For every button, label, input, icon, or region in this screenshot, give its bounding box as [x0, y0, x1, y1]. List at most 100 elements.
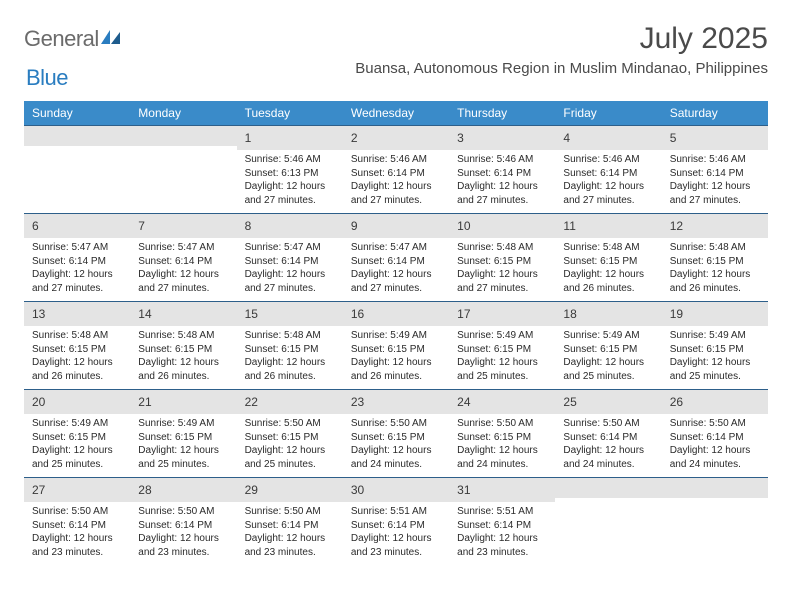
sunrise-text: Sunrise: 5:49 AM [138, 417, 228, 431]
sunrise-text: Sunrise: 5:50 AM [670, 417, 760, 431]
day-details: Sunrise: 5:50 AMSunset: 6:15 PMDaylight:… [449, 414, 555, 477]
day-cell: 24Sunrise: 5:50 AMSunset: 6:15 PMDayligh… [449, 390, 555, 477]
daylight-text: Daylight: 12 hours and 25 minutes. [670, 356, 760, 383]
calendar-page: General July 2025 Buansa, Autonomous Reg… [0, 0, 792, 565]
day-details: Sunrise: 5:47 AMSunset: 6:14 PMDaylight:… [343, 238, 449, 301]
week-row: 27Sunrise: 5:50 AMSunset: 6:14 PMDayligh… [24, 477, 768, 565]
day-number-row: 25 [555, 390, 661, 414]
day-number-row: 18 [555, 302, 661, 326]
day-cell: 21Sunrise: 5:49 AMSunset: 6:15 PMDayligh… [130, 390, 236, 477]
day-details: Sunrise: 5:49 AMSunset: 6:15 PMDaylight:… [130, 414, 236, 477]
sunset-text: Sunset: 6:14 PM [245, 255, 335, 269]
daylight-text: Daylight: 12 hours and 27 minutes. [457, 268, 547, 295]
sunrise-text: Sunrise: 5:49 AM [457, 329, 547, 343]
day-details: Sunrise: 5:50 AMSunset: 6:14 PMDaylight:… [130, 502, 236, 565]
day-cell: 27Sunrise: 5:50 AMSunset: 6:14 PMDayligh… [24, 478, 130, 565]
daylight-text: Daylight: 12 hours and 26 minutes. [245, 356, 335, 383]
day-cell: 28Sunrise: 5:50 AMSunset: 6:14 PMDayligh… [130, 478, 236, 565]
brand-logo: General [24, 22, 123, 52]
daylight-text: Daylight: 12 hours and 24 minutes. [457, 444, 547, 471]
brand-word-2: Blue [26, 65, 68, 91]
day-number: 23 [351, 395, 364, 409]
day-cell: 6Sunrise: 5:47 AMSunset: 6:14 PMDaylight… [24, 214, 130, 301]
day-details: Sunrise: 5:47 AMSunset: 6:14 PMDaylight:… [130, 238, 236, 301]
daylight-text: Daylight: 12 hours and 26 minutes. [138, 356, 228, 383]
day-details: Sunrise: 5:50 AMSunset: 6:14 PMDaylight:… [24, 502, 130, 565]
day-details: Sunrise: 5:49 AMSunset: 6:15 PMDaylight:… [662, 326, 768, 389]
daylight-text: Daylight: 12 hours and 27 minutes. [670, 180, 760, 207]
day-details: Sunrise: 5:46 AMSunset: 6:14 PMDaylight:… [555, 150, 661, 213]
day-number: 19 [670, 307, 683, 321]
sunset-text: Sunset: 6:14 PM [670, 167, 760, 181]
day-number: 4 [563, 131, 570, 145]
sunrise-text: Sunrise: 5:46 AM [563, 153, 653, 167]
sunset-text: Sunset: 6:15 PM [563, 343, 653, 357]
day-number-row [130, 126, 236, 146]
sunrise-text: Sunrise: 5:49 AM [351, 329, 441, 343]
day-number-row: 13 [24, 302, 130, 326]
day-number-row [555, 478, 661, 498]
day-cell: 5Sunrise: 5:46 AMSunset: 6:14 PMDaylight… [662, 126, 768, 213]
daylight-text: Daylight: 12 hours and 25 minutes. [138, 444, 228, 471]
day-details: Sunrise: 5:46 AMSunset: 6:14 PMDaylight:… [662, 150, 768, 213]
sunset-text: Sunset: 6:15 PM [32, 343, 122, 357]
day-number: 12 [670, 219, 683, 233]
weekday-header: Wednesday [343, 101, 449, 125]
sunrise-text: Sunrise: 5:50 AM [32, 505, 122, 519]
day-number-row: 15 [237, 302, 343, 326]
sunrise-text: Sunrise: 5:50 AM [563, 417, 653, 431]
day-cell: 15Sunrise: 5:48 AMSunset: 6:15 PMDayligh… [237, 302, 343, 389]
sunrise-text: Sunrise: 5:48 AM [245, 329, 335, 343]
weeks-container: 1Sunrise: 5:46 AMSunset: 6:13 PMDaylight… [24, 125, 768, 565]
daylight-text: Daylight: 12 hours and 27 minutes. [245, 268, 335, 295]
sunset-text: Sunset: 6:15 PM [457, 343, 547, 357]
day-details: Sunrise: 5:49 AMSunset: 6:15 PMDaylight:… [449, 326, 555, 389]
day-number-row: 23 [343, 390, 449, 414]
day-number: 13 [32, 307, 45, 321]
sunset-text: Sunset: 6:15 PM [351, 343, 441, 357]
sunset-text: Sunset: 6:15 PM [32, 431, 122, 445]
daylight-text: Daylight: 12 hours and 24 minutes. [351, 444, 441, 471]
sunrise-text: Sunrise: 5:47 AM [351, 241, 441, 255]
sunset-text: Sunset: 6:14 PM [245, 519, 335, 533]
weekday-header: Saturday [662, 101, 768, 125]
day-number: 20 [32, 395, 45, 409]
day-cell: 23Sunrise: 5:50 AMSunset: 6:15 PMDayligh… [343, 390, 449, 477]
week-row: 13Sunrise: 5:48 AMSunset: 6:15 PMDayligh… [24, 301, 768, 389]
sunset-text: Sunset: 6:14 PM [563, 431, 653, 445]
daylight-text: Daylight: 12 hours and 24 minutes. [670, 444, 760, 471]
sunrise-text: Sunrise: 5:46 AM [457, 153, 547, 167]
day-number-row: 8 [237, 214, 343, 238]
day-number-row: 6 [24, 214, 130, 238]
sunset-text: Sunset: 6:15 PM [245, 431, 335, 445]
calendar-grid: SundayMondayTuesdayWednesdayThursdayFrid… [24, 101, 768, 565]
day-cell: 19 Sunrise: 5:49 AMSunset: 6:15 PMDayligh… [662, 302, 768, 389]
day-cell: 16Sunrise: 5:49 AMSunset: 6:15 PMDayligh… [343, 302, 449, 389]
daylight-text: Daylight: 12 hours and 23 minutes. [32, 532, 122, 559]
day-cell: 2Sunrise: 5:46 AMSunset: 6:14 PMDaylight… [343, 126, 449, 213]
day-cell: 10Sunrise: 5:48 AMSunset: 6:15 PMDayligh… [449, 214, 555, 301]
sunrise-text: Sunrise: 5:49 AM [563, 329, 653, 343]
day-number: 10 [457, 219, 470, 233]
day-cell: 30Sunrise: 5:51 AMSunset: 6:14 PMDayligh… [343, 478, 449, 565]
day-number-row: 29 [237, 478, 343, 502]
sunset-text: Sunset: 6:14 PM [457, 519, 547, 533]
weekday-header: Tuesday [237, 101, 343, 125]
daylight-text: Daylight: 12 hours and 26 minutes. [563, 268, 653, 295]
day-cell: 7Sunrise: 5:47 AMSunset: 6:14 PMDaylight… [130, 214, 236, 301]
sunset-text: Sunset: 6:15 PM [670, 255, 760, 269]
day-number-row: 16 [343, 302, 449, 326]
daylight-text: Daylight: 12 hours and 27 minutes. [32, 268, 122, 295]
day-details: Sunrise: 5:49 AMSunset: 6:15 PMDaylight:… [24, 414, 130, 477]
day-number: 16 [351, 307, 364, 321]
sunset-text: Sunset: 6:14 PM [351, 255, 441, 269]
day-cell: 11Sunrise: 5:48 AMSunset: 6:15 PMDayligh… [555, 214, 661, 301]
day-number-row: 21 [130, 390, 236, 414]
day-number-row: 28 [130, 478, 236, 502]
daylight-text: Daylight: 12 hours and 27 minutes. [351, 180, 441, 207]
day-number: 29 [245, 483, 258, 497]
week-row: 1Sunrise: 5:46 AMSunset: 6:13 PMDaylight… [24, 125, 768, 213]
day-number-row: 22 [237, 390, 343, 414]
daylight-text: Daylight: 12 hours and 26 minutes. [32, 356, 122, 383]
daylight-text: Daylight: 12 hours and 25 minutes. [563, 356, 653, 383]
